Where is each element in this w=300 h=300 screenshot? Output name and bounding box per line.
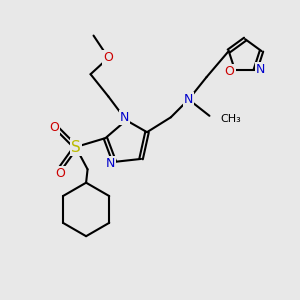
- Text: N: N: [256, 63, 265, 76]
- Text: N: N: [120, 111, 129, 124]
- Text: O: O: [50, 121, 59, 134]
- Text: S: S: [71, 140, 81, 154]
- Text: O: O: [55, 167, 65, 180]
- Text: O: O: [103, 51, 113, 64]
- Text: O: O: [225, 65, 235, 78]
- Text: CH₃: CH₃: [221, 114, 242, 124]
- Text: N: N: [184, 93, 193, 106]
- Text: N: N: [106, 157, 116, 170]
